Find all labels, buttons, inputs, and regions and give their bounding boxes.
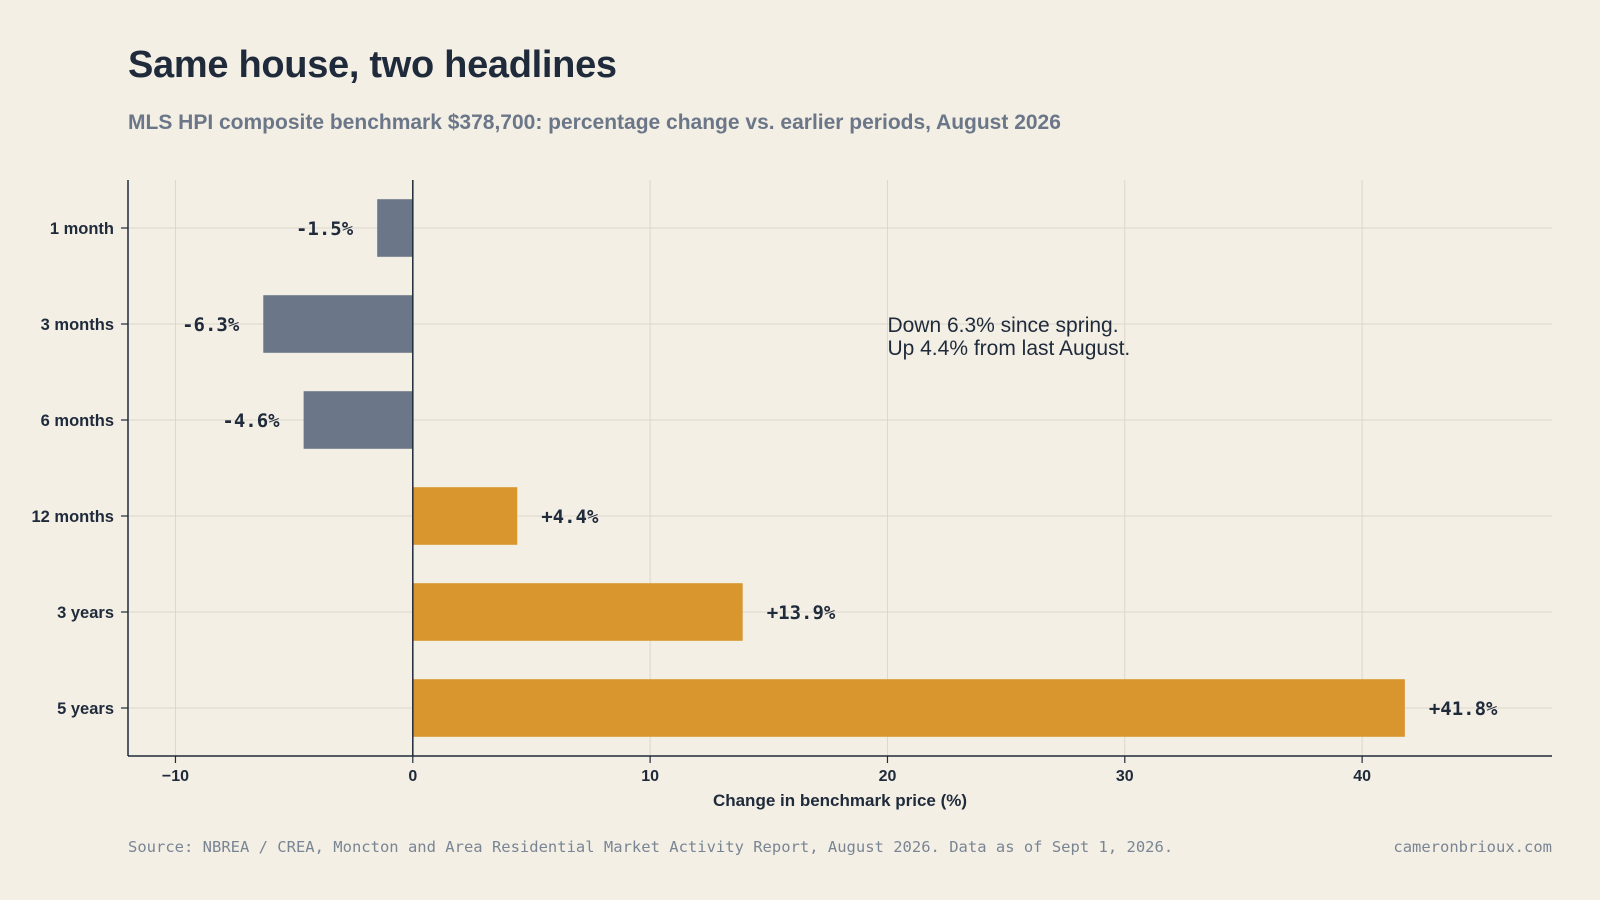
bars <box>263 199 1405 737</box>
category-label: 1 month <box>50 220 114 238</box>
footer-site: cameronbrioux.com <box>1393 838 1552 856</box>
x-tick-label: 10 <box>641 768 659 785</box>
bar-value-label: +41.8% <box>1429 698 1498 720</box>
bar-value-label: +4.4% <box>541 506 599 528</box>
x-tick-label: 30 <box>1116 768 1134 785</box>
chart-subtitle: MLS HPI composite benchmark $378,700: pe… <box>128 111 1061 134</box>
bar <box>263 295 413 353</box>
labels: -1.5% 1 month -6.3% 3 months -4.6% 6 months +4… <box>31 218 1498 785</box>
bar <box>303 391 413 449</box>
bar <box>412 679 1405 737</box>
bar-value-label: -6.3% <box>182 314 240 336</box>
bar-value-label: +13.9% <box>767 602 836 624</box>
category-label: 3 years <box>57 604 114 622</box>
gridlines <box>128 180 1552 756</box>
bar-value-label: -1.5% <box>296 218 354 240</box>
category-label: 3 months <box>41 316 114 334</box>
category-label: 12 months <box>31 508 114 526</box>
bar <box>377 199 413 257</box>
annotation-line-1: Down 6.3% since spring. <box>887 314 1118 337</box>
chart-annotation: Down 6.3% since spring. Up 4.4% from las… <box>887 314 1130 360</box>
x-tick-label: −10 <box>162 768 189 785</box>
bar-value-label: -4.6% <box>222 410 280 432</box>
axes <box>121 180 1552 763</box>
chart-title: Same house, two headlines <box>128 44 617 86</box>
category-label: 5 years <box>57 700 114 718</box>
bar <box>412 487 518 545</box>
footer-source: Source: NBREA / CREA, Moncton and Area R… <box>128 838 1174 856</box>
x-tick-label: 40 <box>1353 768 1371 785</box>
annotation-line-2: Up 4.4% from last August. <box>887 337 1130 360</box>
x-axis-title: Change in benchmark price (%) <box>713 791 967 810</box>
x-tick-label: 20 <box>879 768 897 785</box>
x-tick-label: 0 <box>408 768 417 785</box>
bar <box>412 583 743 641</box>
category-label: 6 months <box>41 412 114 430</box>
